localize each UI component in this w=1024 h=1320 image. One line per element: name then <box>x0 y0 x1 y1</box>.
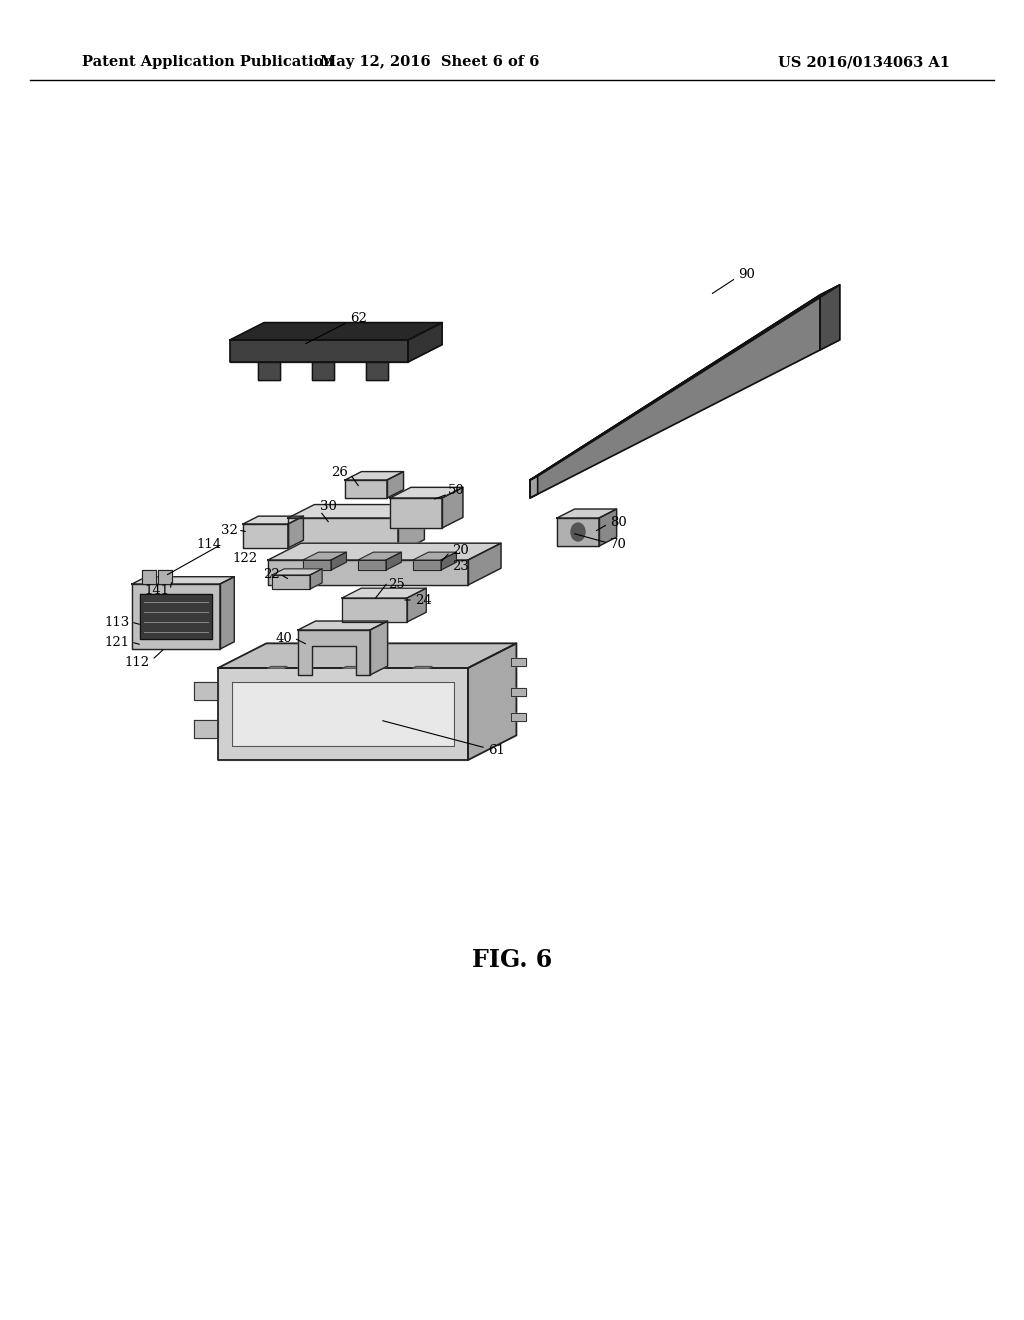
Polygon shape <box>288 516 303 548</box>
Text: 62: 62 <box>350 312 367 325</box>
Text: 141: 141 <box>144 583 170 597</box>
Polygon shape <box>398 504 424 553</box>
Polygon shape <box>303 560 331 570</box>
Text: 23: 23 <box>452 561 469 573</box>
Polygon shape <box>312 362 334 380</box>
Text: 20: 20 <box>452 544 469 557</box>
Polygon shape <box>258 362 280 380</box>
Polygon shape <box>218 668 468 760</box>
Polygon shape <box>530 285 840 480</box>
Text: 25: 25 <box>388 578 404 590</box>
Polygon shape <box>243 516 303 524</box>
Ellipse shape <box>571 523 585 541</box>
Polygon shape <box>511 659 526 667</box>
Polygon shape <box>557 510 616 517</box>
Text: 121: 121 <box>104 635 130 648</box>
Polygon shape <box>557 517 599 546</box>
Text: 90: 90 <box>738 268 755 281</box>
Polygon shape <box>408 322 442 362</box>
Text: 26: 26 <box>331 466 348 479</box>
Polygon shape <box>358 560 386 570</box>
Polygon shape <box>511 688 526 697</box>
Polygon shape <box>407 589 426 622</box>
Text: FIG. 6: FIG. 6 <box>472 948 552 972</box>
Polygon shape <box>230 341 408 362</box>
Polygon shape <box>345 471 403 480</box>
Text: Patent Application Publication: Patent Application Publication <box>82 55 334 69</box>
Polygon shape <box>158 570 172 583</box>
Text: 80: 80 <box>610 516 627 528</box>
Text: 122: 122 <box>232 552 258 565</box>
Polygon shape <box>298 630 370 675</box>
Text: 30: 30 <box>319 500 337 513</box>
Polygon shape <box>345 480 387 498</box>
Polygon shape <box>413 552 457 560</box>
Polygon shape <box>468 643 516 760</box>
Polygon shape <box>441 552 457 570</box>
Polygon shape <box>530 294 820 498</box>
Text: 70: 70 <box>610 539 627 552</box>
Polygon shape <box>331 552 346 570</box>
Polygon shape <box>370 620 388 675</box>
Text: 24: 24 <box>415 594 432 606</box>
Polygon shape <box>194 719 218 738</box>
Polygon shape <box>387 471 403 498</box>
Polygon shape <box>511 713 526 721</box>
Polygon shape <box>218 643 516 668</box>
Text: 50: 50 <box>449 483 465 496</box>
Polygon shape <box>268 667 287 668</box>
Polygon shape <box>132 577 234 583</box>
Polygon shape <box>413 667 432 668</box>
Text: US 2016/0134063 A1: US 2016/0134063 A1 <box>778 55 950 69</box>
Text: May 12, 2016  Sheet 6 of 6: May 12, 2016 Sheet 6 of 6 <box>321 55 540 69</box>
Polygon shape <box>342 598 407 622</box>
Polygon shape <box>303 552 346 560</box>
Polygon shape <box>413 560 441 570</box>
Text: 113: 113 <box>104 615 130 628</box>
Polygon shape <box>272 569 323 576</box>
Polygon shape <box>390 498 442 528</box>
Polygon shape <box>310 569 323 589</box>
Polygon shape <box>288 504 424 517</box>
Polygon shape <box>342 589 426 598</box>
Polygon shape <box>358 552 401 560</box>
Polygon shape <box>366 362 388 380</box>
Text: 22: 22 <box>263 568 280 581</box>
Polygon shape <box>243 524 288 548</box>
Text: 112: 112 <box>125 656 150 668</box>
Polygon shape <box>820 285 840 350</box>
Polygon shape <box>390 487 463 498</box>
Text: 40: 40 <box>275 631 292 644</box>
Polygon shape <box>272 576 310 589</box>
Polygon shape <box>343 667 362 668</box>
Polygon shape <box>442 487 463 528</box>
Polygon shape <box>142 570 156 583</box>
Polygon shape <box>220 577 234 649</box>
Text: 32: 32 <box>221 524 238 536</box>
Polygon shape <box>268 544 501 560</box>
Polygon shape <box>386 552 401 570</box>
Text: 61: 61 <box>488 743 505 756</box>
Polygon shape <box>232 682 454 746</box>
Polygon shape <box>140 594 212 639</box>
Polygon shape <box>288 517 398 553</box>
Polygon shape <box>468 544 501 585</box>
Text: 114: 114 <box>197 537 222 550</box>
Polygon shape <box>268 560 468 585</box>
Polygon shape <box>132 583 220 649</box>
Polygon shape <box>530 477 538 498</box>
Polygon shape <box>194 682 218 700</box>
Polygon shape <box>230 322 442 341</box>
Polygon shape <box>298 620 388 630</box>
Polygon shape <box>599 510 616 546</box>
